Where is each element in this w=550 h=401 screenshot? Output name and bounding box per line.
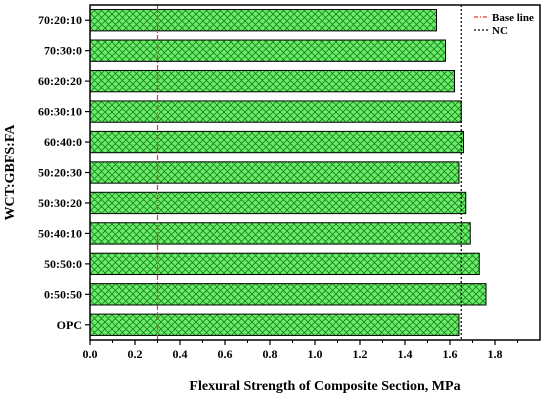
y-tick-label: 70:30:0 [44,44,82,58]
bar-50-40-10 [89,222,471,245]
bar-50-30-20 [89,191,467,215]
y-tick-label: 70:20:10 [38,13,82,27]
x-tick-label: 1.0 [308,347,323,361]
x-tick-label: 1.4 [398,347,413,361]
y-tick-label: OPC [57,318,82,332]
bar-60-20-20 [89,69,455,93]
x-axis: 0.0 0.2 0.4 0.6 0.8 1.0 1.2 1.4 1.6 1.8 [83,340,518,361]
y-tick-label: 0:50:50 [44,287,82,301]
x-tick-label: 1.8 [488,347,503,361]
bar-opc [89,313,460,336]
x-tick-label: 0.0 [83,347,98,361]
y-tick-label: 50:20:30 [38,166,82,180]
x-tick-label: 1.6 [443,347,458,361]
x-tick-label: 0.8 [263,347,278,361]
bar-60-40-0 [89,130,464,154]
reference-lines-layer [156,5,462,340]
bar-70-30-0 [89,39,446,62]
legend-label: Base line [492,12,534,24]
y-axis-title: WCT:GBFS:FA [3,124,18,221]
bar-0-50-50 [89,283,487,306]
x-tick-label: 0.4 [173,347,188,361]
y-tick-label: 50:40:10 [38,226,82,240]
y-axis: 70:20:10 70:30:0 60:20:20 60:30:10 60:40:0 50… [38,13,90,332]
bar-50-20-30 [89,161,460,184]
x-tick-label: 0.2 [128,347,143,361]
bars-layer [89,9,487,336]
y-tick-label: 50:30:20 [38,196,82,210]
x-tick-label: 1.2 [353,347,368,361]
x-tick-label: 0.6 [218,347,233,361]
y-tick-label: 60:40:0 [44,135,82,149]
bar-60-30-10 [89,100,462,123]
y-tick-label: 60:30:10 [38,105,82,119]
x-axis-title: Flexural Strength of Composite Section, … [189,379,460,394]
bar-70-20-10 [89,9,437,32]
bar-50-50-0 [89,252,480,276]
legend-label: NC [492,25,508,37]
y-tick-label: 60:20:20 [38,74,82,88]
legend-box [470,8,538,38]
y-tick-label: 50:50:0 [44,257,82,271]
